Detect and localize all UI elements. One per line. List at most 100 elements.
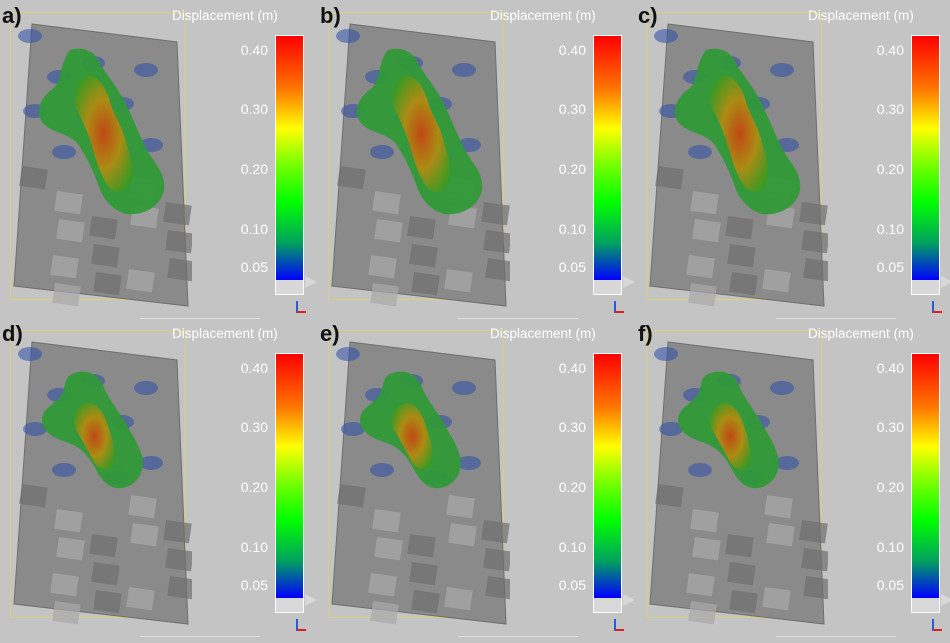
- terrain-block: [126, 587, 155, 611]
- colorbar-tick-label: 0.10: [558, 539, 586, 555]
- panel-label: c): [638, 3, 658, 28]
- terrain-block: [91, 243, 120, 268]
- panel-label: d): [2, 321, 23, 346]
- colorbar-title: Displacement (m): [172, 326, 278, 341]
- panel-f: f) Displacement (m) 0.40 0.30 0.20 0.10 0.05: [636, 322, 950, 643]
- colorbar: [593, 35, 622, 295]
- displacement-core: [74, 403, 115, 470]
- scale-bar: [140, 636, 260, 637]
- terrain-block: [126, 269, 155, 293]
- terrain-block: [485, 258, 510, 282]
- colorbar-arrow-icon: [941, 276, 950, 288]
- terrain-block: [688, 283, 717, 307]
- colorbar-gradient: [912, 36, 939, 280]
- colorbar-tick-label: 0.30: [240, 101, 268, 117]
- terrain-block: [52, 283, 81, 307]
- low-displacement-patch: [775, 456, 799, 470]
- terrain-block: [411, 590, 440, 614]
- map-frame: [646, 12, 822, 300]
- scale-bar: [458, 636, 578, 637]
- colorbar-tick-label: 0.20: [876, 479, 904, 495]
- terrain-block: [89, 216, 118, 240]
- map-frame: [646, 330, 822, 618]
- terrain-block: [803, 576, 828, 600]
- low-displacement-patch: [341, 422, 365, 436]
- scale-bar: [776, 318, 896, 319]
- terrain-block: [19, 166, 48, 190]
- axes-icon: [296, 301, 306, 313]
- low-displacement-patch: [452, 63, 476, 77]
- terrain-block: [729, 272, 758, 296]
- colorbar-gradient: [912, 354, 939, 598]
- terrain-block: [485, 576, 510, 600]
- terrain-block: [762, 269, 791, 293]
- colorbar-title: Displacement (m): [808, 326, 914, 341]
- low-displacement-patch: [370, 463, 394, 477]
- terrain-block: [368, 255, 397, 279]
- panel-label: a): [2, 3, 22, 28]
- terrain-block: [130, 523, 159, 547]
- low-displacement-patch: [452, 381, 476, 395]
- colorbar: [593, 353, 622, 613]
- terrain-block: [688, 601, 717, 625]
- terrain-block: [89, 534, 118, 558]
- terrain-block: [91, 562, 120, 586]
- colorbar-tick-label: 0.05: [558, 259, 586, 275]
- terrain-block: [764, 495, 793, 519]
- colorbar-tick-label: 0.30: [876, 101, 904, 117]
- terrain-block: [93, 272, 122, 296]
- colorbar-tick-label: 0.05: [876, 577, 904, 593]
- terrain-block: [766, 523, 795, 547]
- colorbar: [275, 35, 304, 295]
- terrain-block: [93, 590, 122, 614]
- low-displacement-patch: [370, 145, 394, 159]
- colorbar-title: Displacement (m): [172, 8, 278, 23]
- colorbar-tick-label: 0.20: [240, 161, 268, 177]
- displacement-map: [649, 341, 828, 625]
- terrain-block: [799, 201, 828, 226]
- terrain-block: [337, 484, 366, 508]
- terrain-block: [727, 562, 756, 586]
- colorbar-tick-label: 0.40: [240, 42, 268, 58]
- map-frame: [10, 12, 186, 300]
- colorbar: [911, 35, 940, 295]
- terrain-block: [686, 573, 715, 597]
- terrain-block: [374, 536, 403, 561]
- panel-c: c) Displacement (m) 0.40 0.30 0.20 0.10 0.05: [636, 4, 950, 325]
- colorbar-tick-label: 0.40: [558, 42, 586, 58]
- terrain-block: [799, 520, 828, 544]
- panel-label: f): [638, 321, 653, 346]
- terrain-block: [692, 536, 721, 561]
- low-displacement-patch: [52, 145, 76, 159]
- displacement-map: [649, 23, 828, 307]
- displacement-core: [710, 403, 751, 470]
- colorbar-tick-label: 0.20: [240, 479, 268, 495]
- terrain-block: [483, 548, 510, 572]
- panel-d: d) Displacement (m) 0.40 0.30 0.20 0.10 0.05: [0, 321, 317, 643]
- colorbar-tick-label: 0.20: [876, 161, 904, 177]
- terrain-block: [370, 601, 399, 625]
- colorbar-tick-label: 0.30: [558, 419, 586, 435]
- low-displacement-patch: [688, 463, 712, 477]
- low-displacement-patch: [654, 347, 678, 361]
- low-displacement-patch: [688, 145, 712, 159]
- axes-icon: [932, 301, 942, 313]
- terrain-block: [725, 534, 754, 558]
- colorbar-tick-label: 0.05: [876, 259, 904, 275]
- terrain-block: [128, 495, 157, 519]
- displacement-map: [13, 341, 192, 625]
- colorbar-title: Displacement (m): [490, 326, 596, 341]
- terrain-block: [409, 562, 438, 586]
- terrain-block: [725, 216, 754, 240]
- map-frame: [10, 330, 186, 618]
- terrain-block: [448, 523, 477, 547]
- terrain-block: [481, 201, 510, 226]
- axes-icon: [932, 619, 942, 631]
- low-displacement-patch: [134, 381, 158, 395]
- terrain-block: [374, 218, 403, 243]
- low-displacement-patch: [654, 29, 678, 43]
- colorbar-tick-label: 0.20: [558, 479, 586, 495]
- terrain-block: [655, 166, 684, 190]
- terrain-block: [19, 484, 48, 508]
- displacement-core: [710, 75, 769, 192]
